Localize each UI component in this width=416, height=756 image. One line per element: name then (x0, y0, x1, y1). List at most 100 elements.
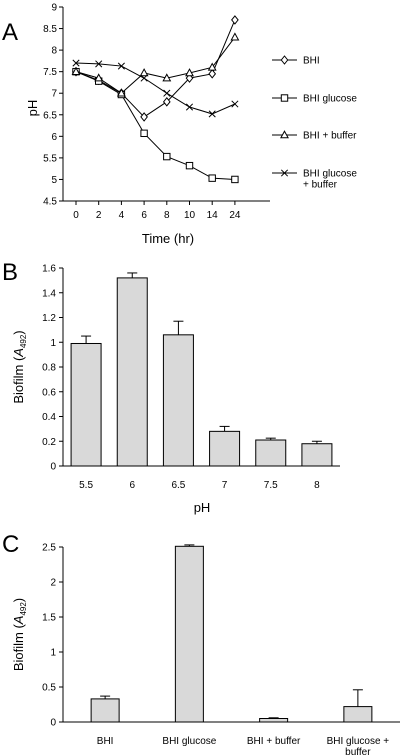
panel-a-data-point (140, 112, 148, 122)
panel-b-bar (209, 430, 241, 467)
panel-a-series (71, 15, 240, 184)
panel-a-x-tick-label: 2 (96, 210, 102, 221)
x-marker-stroke (117, 62, 125, 70)
panel-a-x-tick-label: 6 (141, 210, 147, 221)
panel-c-y-tick-label: 2.5 (42, 543, 56, 554)
panel-c-y-tick-label: 0.5 (42, 683, 56, 694)
panel-a-data-point (162, 97, 171, 107)
panel-a-legend-label: BHI + buffer (303, 131, 357, 142)
panel-b-y-tick-label: 0.6 (42, 387, 56, 398)
panel-a-legend-entry: BHI (272, 55, 320, 67)
panel-c-letter: C (2, 531, 19, 558)
panel-b-bar (116, 277, 148, 467)
panel-b-y-axis-title-text: Biofilm (A492) (11, 330, 28, 403)
panel-b-x-tick-label: 7 (222, 480, 228, 491)
panel-a-legend-marker (280, 55, 289, 65)
panel-a-data-point (71, 66, 81, 75)
panel-a-data-point (139, 68, 149, 77)
panel-a-data-point (231, 175, 239, 184)
x-marker-stroke (208, 110, 216, 118)
panel-a-data-point (116, 88, 126, 97)
panel-b-x-ticks: 5.5 6 6.5 7 7.5 8 (79, 480, 320, 491)
panel-b-y-tick-label: 1 (50, 338, 56, 349)
panel-c-bar (174, 545, 204, 723)
x-marker-stroke (95, 60, 103, 68)
panel-a-data-point (185, 68, 194, 77)
panel-b-bar (255, 439, 287, 467)
panel-b-x-tick-label: 6.5 (171, 480, 185, 491)
panel-a-data-point (95, 60, 103, 68)
panel-a-data-point (94, 73, 104, 82)
x-marker-stroke (140, 74, 148, 82)
panel-c-bar-group (259, 717, 289, 723)
panel-c-y-axis-title-text: Biofilm (A492) (11, 598, 28, 671)
panel-a-data-point (230, 32, 240, 41)
panel-c-bar (343, 706, 373, 723)
panel-a-legend-marker (280, 169, 289, 177)
panel-a-y-tick-label: 6 (51, 132, 57, 143)
panel-a-data-point (231, 100, 239, 108)
panel-a-data-point (72, 59, 80, 67)
panel-b-x-axis-title: pH (194, 500, 211, 515)
panel-c-bar (90, 698, 120, 723)
panel-c-y-axis-title: Biofilm (A492) (11, 598, 28, 671)
panel-a-y-tick-label: 7 (51, 89, 57, 100)
panel-a-legend-label: BHI glucose (303, 94, 357, 105)
panel-a-legend-entry: BHI + buffer (272, 130, 357, 142)
panel-a-series-line (75, 19, 236, 118)
panel-c-y-tick-label: 2 (50, 578, 56, 589)
panel-b-y-tick-label: 1.6 (42, 264, 56, 275)
panel-a-series-2 (71, 32, 240, 97)
panel-c-x-tick-label: BHI + buffer (247, 736, 301, 747)
panel-c-bar-group (174, 544, 204, 723)
panel-a-data-point (208, 174, 216, 182)
x-marker-stroke (231, 100, 239, 108)
panel-a-legend-entry: BHI glucose (272, 94, 357, 105)
panel-a-series-line (75, 62, 236, 115)
panel-b-y-tick-label: 1.4 (42, 288, 56, 299)
panel-a-series-3 (72, 59, 239, 118)
panel-b-x-tick-label: 8 (314, 480, 320, 491)
panel-a-data-point (185, 161, 194, 170)
panel-c-y-tick-label: 1 (50, 648, 56, 659)
panel-a-legend-label: BHI glucose + buffer (303, 169, 357, 191)
panel-a-data-point (185, 103, 194, 111)
panel-c-y-ticks: 0 0.5 1 1.5 2 2.5 (42, 543, 63, 729)
panel-c-y-tick-label: 1.5 (42, 613, 56, 624)
panel-a-legend-marker (280, 130, 289, 139)
panel-a-x-tick-label: 14 (207, 210, 219, 221)
panel-a-y-tick-label: 8 (51, 46, 57, 57)
panel-b-bar-group (301, 440, 333, 467)
panel-c-x-ticks: BHI BHI glucose BHI + buffer BHI glucose + b… (97, 736, 390, 756)
panel-b-axes (62, 268, 340, 467)
panel-a-legend: BHI BHI glucose BHI + buffer BHI glucose + b… (272, 55, 357, 191)
x-marker-stroke (72, 59, 80, 67)
panel-b-bar (162, 334, 194, 467)
panel-a-legend-label: BHI (303, 56, 320, 67)
panel-a-data-point (163, 152, 171, 161)
panel-a-data-point (208, 110, 216, 118)
panel-a-data-point (231, 15, 239, 25)
x-marker-stroke (163, 89, 171, 97)
panel-a-y-tick-label: 4.5 (43, 197, 57, 208)
panel-a-x-tick-label: 8 (164, 210, 170, 221)
panel-c-x-tick-label: BHI glucose (162, 736, 216, 747)
panel-a-y-tick-label: 9 (51, 3, 57, 14)
panel-c-bar-group (343, 689, 373, 723)
panel-b-y-tick-label: 0.2 (42, 437, 56, 448)
panel-b-y-tick-label: 0 (50, 462, 56, 473)
panel-a-y-axis-title: pH (25, 100, 40, 117)
panel-c-axes (62, 547, 400, 723)
panel-a-x-tick-label: 0 (73, 210, 79, 221)
panel-a-data-point (117, 62, 125, 70)
panel-a-x-axis-title: Time (hr) (142, 231, 194, 246)
panel-b-x-tick-label: 5.5 (79, 480, 93, 491)
panel-b-bars (70, 272, 333, 467)
panel-a-x-tick-label: 10 (184, 210, 196, 221)
panel-b-bar (301, 443, 333, 467)
panel-c-bars (90, 544, 373, 723)
panel-b-bar-group (70, 335, 102, 467)
panel-b-bar-group (209, 425, 241, 467)
panel-a-legend-entry: BHI glucose + buffer (272, 169, 357, 191)
panel-a-series-line (75, 71, 235, 180)
